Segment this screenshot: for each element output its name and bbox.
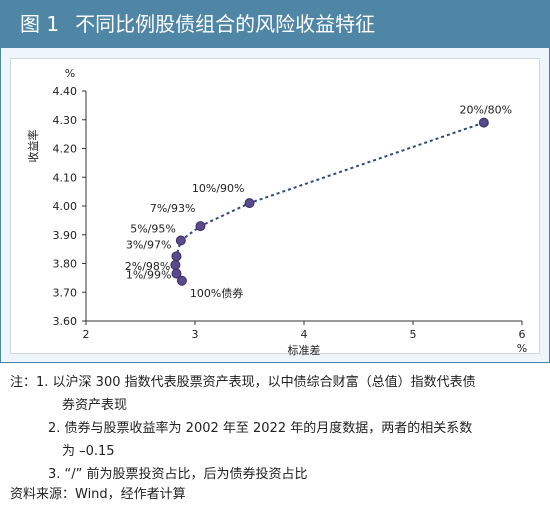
y-tick-label: 4.00 — [53, 200, 78, 213]
x-axis-title: 标准差 — [288, 343, 321, 357]
tick-labels: 3.60 3.70 3.80 3.90 4.00 4.10 4.20 4.30 4.40 2 3 4 5… — [26, 67, 527, 357]
point-label: 100%债券 — [190, 286, 243, 300]
risk-return-chart: 3.60 3.70 3.80 3.90 4.00 4.10 4.20 4.30 4.40 2 3 4 5… — [26, 67, 527, 357]
data-point — [171, 268, 182, 279]
source-note: 资料来源：Wind，经作者计算 — [10, 487, 186, 502]
point-label: 1%/99% — [126, 269, 172, 282]
x-tick-label: 3 — [192, 328, 199, 341]
y-tick-label: 4.40 — [53, 85, 78, 98]
note-1: 1. 以沪深 300 指数代表股票资产表现，以中债综合财富（总值）指数代表债 — [36, 375, 476, 390]
note-2-cont: 为 –0.15 — [62, 444, 115, 459]
y-tick-label: 4.20 — [53, 143, 78, 156]
axes — [82, 90, 523, 325]
data-point — [478, 117, 489, 128]
point-label: 7%/93% — [150, 202, 196, 215]
x-unit-label: % — [517, 342, 527, 355]
x-tick-label: 5 — [410, 328, 417, 341]
point-label: 10%/90% — [192, 182, 245, 195]
point-label: 20%/80% — [460, 104, 513, 117]
data-point — [170, 259, 181, 270]
note-1-cont: 券资产表现 — [62, 398, 128, 413]
y-tick-label: 3.80 — [53, 258, 78, 271]
y-tick-label: 4.10 — [53, 171, 78, 184]
point-label: 2%/98% — [125, 260, 171, 273]
data-point — [171, 251, 182, 262]
x-tick-label: 4 — [301, 328, 308, 341]
y-axis-title: 收益率 — [26, 130, 40, 163]
x-tick-label: 6 — [519, 328, 526, 341]
note-2: 2. 债券与股票收益率为 2002 年至 2022 年的月度数据，两者的相关系数 — [48, 421, 473, 436]
data-point — [175, 235, 186, 246]
data-point — [195, 221, 206, 232]
y-tick-label: 3.60 — [53, 315, 78, 328]
y-tick-label: 3.70 — [53, 286, 78, 299]
series-layer — [170, 117, 489, 286]
figure-number: 图 1 — [20, 12, 60, 36]
point-labels: 100%债券 1%/99%2%/98% 3%/97% 5%/95% 7%/93% 10%/… — [125, 104, 512, 300]
chart-frame: 3.60 3.70 3.80 3.90 4.00 4.10 4.20 4.30 4.40 2 3 4 5… — [0, 48, 550, 363]
note-3: 3. “/” 前为股票投资占比，后为债券投资占比 — [48, 467, 308, 482]
figure-title: 不同比例股债组合的风险收益特征 — [75, 12, 376, 36]
x-tick-label: 2 — [83, 328, 90, 341]
data-point — [244, 198, 255, 209]
y-tick-label: 4.30 — [53, 114, 78, 127]
chart-panel — [10, 58, 540, 354]
y-tick-label: 3.90 — [53, 229, 78, 242]
notes-block: 注：1. 以沪深 300 指数代表股票资产表现，以中债综合财富（总值）指数代表债… — [10, 371, 545, 486]
point-label: 3%/97% — [126, 238, 172, 251]
y-unit-label: % — [65, 67, 75, 80]
data-point — [176, 275, 187, 286]
point-label: 5%/95% — [130, 223, 176, 236]
notes-prefix: 注： — [10, 375, 37, 390]
figure-title-bar: 图 1 不同比例股债组合的风险收益特征 — [0, 0, 550, 48]
series-line — [174, 121, 485, 282]
